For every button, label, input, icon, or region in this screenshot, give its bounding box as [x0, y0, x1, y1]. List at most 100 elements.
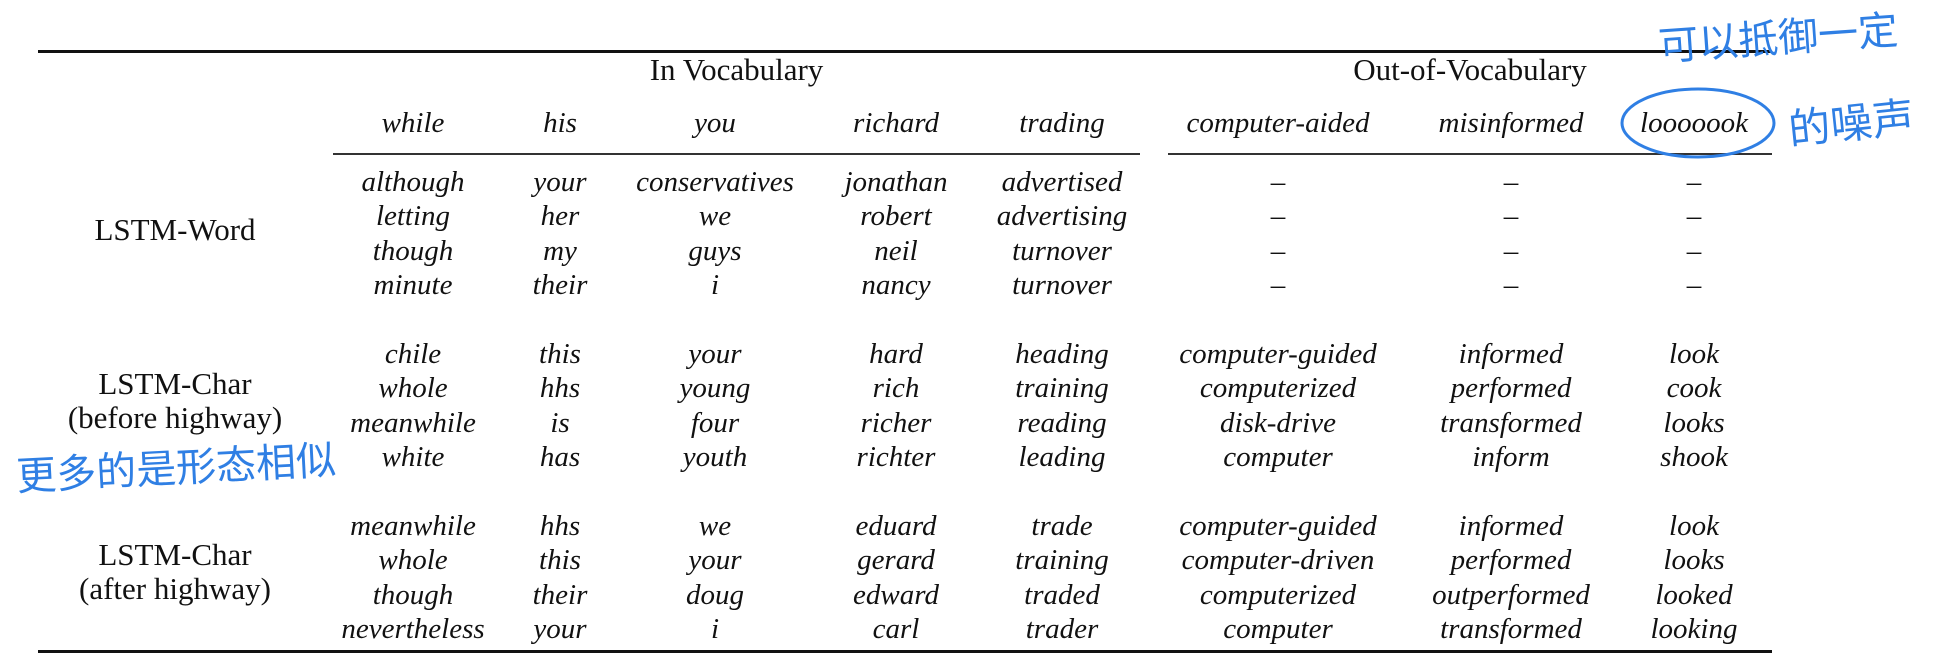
- neighbor-word-cell: whole: [378, 372, 448, 405]
- neighbor-word-cell: richer: [860, 406, 932, 439]
- neighbor-word-cell: we: [698, 510, 732, 542]
- neighbor-word-cell: advertising: [996, 200, 1128, 233]
- neighbor-word-cell: your: [688, 544, 742, 577]
- row-label-line: LSTM-Word: [94, 212, 256, 247]
- query-word-header: his: [543, 107, 577, 139]
- neighbor-word-cell: young: [679, 372, 751, 405]
- neighbor-word-cell: guys: [688, 234, 742, 267]
- neighbor-word-cell: edward: [853, 578, 939, 611]
- neighbor-word-cell: nevertheless: [341, 612, 485, 645]
- neighbor-word-cell: rich: [872, 372, 920, 405]
- neighbor-word-cell: i: [710, 612, 720, 645]
- neighbor-word-cell: –: [1686, 234, 1702, 267]
- neighbor-word-cell: informed: [1458, 338, 1564, 370]
- neighbor-word-cell: look: [1669, 338, 1719, 370]
- row-label-lstm-char-before: LSTM-Char (before highway): [40, 367, 310, 435]
- neighbor-word-cell: looking: [1650, 612, 1738, 645]
- neighbor-word-cell: –: [1503, 268, 1519, 301]
- query-word-header: richard: [853, 107, 939, 139]
- neighbor-word-cell: nancy: [861, 268, 931, 301]
- neighbor-word-cell: looks: [1663, 406, 1725, 439]
- row-label-line: LSTM-Char: [98, 366, 252, 401]
- query-word-header: you: [694, 107, 736, 139]
- neighbor-word-cell: –: [1686, 166, 1702, 198]
- neighbor-word-cell: hard: [869, 338, 923, 370]
- neighbor-word-cell: this: [539, 338, 581, 370]
- neighbor-word-cell: informed: [1458, 510, 1564, 542]
- query-word-header: trading: [1019, 107, 1105, 139]
- neighbor-word-cell: gerard: [857, 544, 935, 577]
- neighbor-word-cell: inform: [1472, 440, 1550, 473]
- neighbor-word-cell: neil: [874, 234, 918, 267]
- neighbor-word-cell: my: [543, 234, 577, 267]
- neighbor-word-cell: i: [710, 268, 720, 301]
- handwritten-note-left: 更多的是形态相似: [15, 437, 338, 501]
- neighbor-word-cell: minute: [373, 268, 453, 301]
- neighbor-word-cell: computer: [1223, 612, 1333, 645]
- neighbor-word-cell: your: [533, 612, 587, 645]
- neighbor-word-cell: heading: [1015, 338, 1109, 370]
- neighbor-word-cell: computer: [1223, 440, 1333, 473]
- query-word-header: looooook: [1640, 107, 1748, 139]
- in-vocabulary-cmidrule: [333, 153, 1140, 155]
- neighbor-word-cell: has: [539, 440, 581, 473]
- neighbor-word-cell: –: [1503, 166, 1519, 198]
- table-bottom-rule: [38, 650, 1772, 653]
- neighbor-word-cell: their: [532, 578, 588, 611]
- row-label-lstm-char-after: LSTM-Char (after highway): [40, 538, 310, 606]
- in-vocabulary-header: In Vocabulary: [649, 52, 824, 87]
- neighbor-word-cell: leading: [1018, 440, 1106, 473]
- neighbor-word-cell: trader: [1025, 612, 1099, 645]
- neighbor-word-cell: jonathan: [844, 166, 948, 198]
- row-label-line: (before highway): [67, 400, 283, 435]
- neighbor-word-cell: –: [1270, 234, 1286, 267]
- neighbor-word-cell: eduard: [855, 510, 937, 542]
- neighbor-word-cell: this: [539, 544, 581, 577]
- neighbor-word-cell: carl: [872, 612, 920, 645]
- neighbor-word-cell: hhs: [539, 510, 581, 542]
- neighbor-word-cell: computerized: [1199, 578, 1357, 611]
- handwritten-circle-annotation: [1620, 87, 1776, 159]
- neighbor-word-cell: –: [1686, 268, 1702, 301]
- neighbor-word-cell: computer-guided: [1179, 510, 1377, 542]
- handwritten-note-side: 的噪声: [1786, 92, 1917, 155]
- row-label-line: (after highway): [79, 571, 271, 606]
- row-label-line: LSTM-Char: [98, 537, 252, 572]
- neighbor-word-cell: hhs: [539, 372, 581, 405]
- neighbor-word-cell: though: [372, 578, 454, 611]
- query-word-header: while: [381, 107, 445, 139]
- neighbor-word-cell: advertised: [1001, 166, 1123, 198]
- table-top-rule: [38, 50, 1772, 53]
- neighbor-word-cell: meanwhile: [350, 406, 476, 439]
- neighbor-word-cell: doug: [686, 578, 744, 611]
- neighbor-word-cell: is: [550, 406, 570, 439]
- neighbor-word-cell: computerized: [1199, 372, 1357, 405]
- neighbor-word-cell: –: [1270, 200, 1286, 233]
- neighbor-word-cell: looked: [1655, 578, 1733, 611]
- query-word-header: computer-aided: [1186, 107, 1370, 139]
- neighbor-word-cell: traded: [1024, 578, 1100, 611]
- neighbor-word-cell: shook: [1660, 440, 1728, 473]
- neighbor-word-cell: disk-drive: [1220, 406, 1336, 439]
- neighbor-word-cell: –: [1503, 234, 1519, 267]
- neighbor-word-cell: trade: [1031, 510, 1093, 542]
- neighbor-word-cell: turnover: [1012, 268, 1112, 301]
- neighbor-word-cell: –: [1686, 200, 1702, 233]
- row-label-lstm-word: LSTM-Word: [40, 213, 310, 247]
- neighbor-word-cell: four: [690, 406, 740, 439]
- neighbor-word-cell: whole: [378, 544, 448, 577]
- neighbor-word-cell: robert: [860, 200, 932, 233]
- neighbor-word-cell: turnover: [1012, 234, 1112, 267]
- neighbor-word-cell: richter: [856, 440, 936, 473]
- neighbor-word-cell: youth: [682, 440, 748, 473]
- neighbor-word-cell: conservatives: [636, 166, 794, 198]
- query-word-header: misinformed: [1438, 107, 1584, 139]
- neighbor-word-cell: chile: [384, 338, 442, 370]
- neighbor-word-cell: performed: [1450, 372, 1572, 405]
- neighbor-word-cell: their: [532, 268, 588, 301]
- neighbor-word-cell: your: [533, 166, 587, 198]
- out-of-vocabulary-cmidrule: [1168, 153, 1772, 155]
- neighbor-word-cell: outperformed: [1432, 578, 1590, 611]
- neighbor-word-cell: computer-guided: [1179, 338, 1377, 370]
- neighbor-word-cell: training: [1015, 544, 1109, 577]
